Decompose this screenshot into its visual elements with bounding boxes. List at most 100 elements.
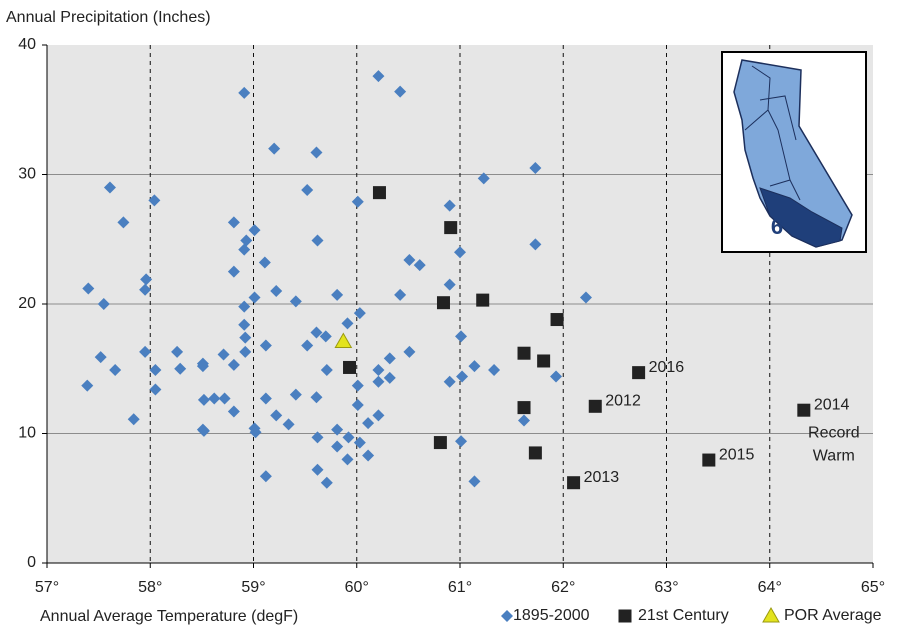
x-tick-label: 64° <box>758 579 782 596</box>
legend-label: 1895-2000 <box>513 607 590 624</box>
diamond-point <box>488 364 501 377</box>
diamond-point <box>238 243 251 256</box>
x-tick-label: 58° <box>138 579 162 596</box>
diamond-point <box>311 463 324 476</box>
diamond-point <box>320 364 333 377</box>
point-label: 2012 <box>605 393 641 410</box>
diamond-point <box>394 288 407 301</box>
point-note: Warm <box>813 447 855 464</box>
diamond-point <box>529 162 542 175</box>
diamond-point <box>362 417 375 430</box>
point-label: 2016 <box>649 359 685 376</box>
square-point <box>444 221 458 235</box>
square-point <box>702 453 716 467</box>
marks: 2013 2012 2016 2015 2014 Record Warm <box>81 70 860 490</box>
diamond-point <box>270 409 283 422</box>
diamond-point <box>331 440 344 453</box>
diamond-point <box>218 392 231 405</box>
diamond-point <box>82 282 95 295</box>
diamond-point <box>127 413 140 426</box>
diamond-point <box>289 388 302 401</box>
diamond-point <box>319 330 332 343</box>
diamond-point <box>311 431 324 444</box>
square-point <box>436 296 450 310</box>
diamond-point <box>501 610 513 622</box>
diamond-point <box>97 298 110 310</box>
y-tick-label: 20 <box>18 295 36 312</box>
square-point <box>517 401 531 415</box>
diamond-point <box>353 307 366 320</box>
inset-map: 6 <box>721 51 867 253</box>
diamond-point <box>320 476 333 489</box>
diamond-point <box>372 375 385 388</box>
point-label: 2014 <box>814 396 850 413</box>
legend-label: 21st Century <box>638 607 729 624</box>
diamond-point <box>149 383 162 396</box>
diamond-point <box>259 339 272 352</box>
legend-label: POR Average <box>784 607 882 624</box>
diamond-point <box>455 435 468 448</box>
y-tick-label: 30 <box>18 166 36 183</box>
square-point <box>588 399 602 413</box>
diamond-point <box>341 317 354 330</box>
diamond-point <box>477 172 490 185</box>
diamond-point <box>372 70 385 83</box>
diamond-point <box>351 379 364 392</box>
diamond-point <box>109 364 122 377</box>
diamond-point <box>117 216 130 229</box>
x-tick-label: 63° <box>654 579 678 596</box>
diamond-point <box>139 345 152 358</box>
diamond-point <box>196 360 209 373</box>
diamond-point <box>259 392 272 405</box>
square-point <box>567 476 581 490</box>
diamond-point <box>240 234 253 247</box>
diamond-point <box>579 291 592 304</box>
diamond-point <box>529 238 542 251</box>
region-6 <box>759 187 843 248</box>
diamond-point <box>403 345 416 358</box>
diamond-point <box>238 86 251 99</box>
x-tick-label: 60° <box>345 579 369 596</box>
point-label: 2015 <box>719 446 755 463</box>
diamond-point <box>301 339 314 352</box>
diamond-point <box>103 181 116 194</box>
diamond-point <box>310 326 323 339</box>
diamond-point <box>149 364 162 377</box>
diamond-point <box>259 470 272 483</box>
diamond-point <box>217 348 230 361</box>
triangle-point <box>762 606 780 623</box>
diamond-point <box>351 399 364 412</box>
y-tick-label: 10 <box>18 425 36 442</box>
diamond-point <box>394 85 407 98</box>
diamond-point <box>342 431 355 444</box>
diamond-point <box>197 393 210 406</box>
diamond-point <box>208 392 221 405</box>
x-tick-label: 62° <box>551 579 575 596</box>
diamond-point <box>331 288 344 301</box>
diamond-point <box>310 391 323 404</box>
region-borders <box>744 65 801 201</box>
diamond-point <box>383 352 396 365</box>
diamond-point <box>94 351 107 364</box>
diamond-point <box>238 318 251 331</box>
diamond-point <box>239 331 252 344</box>
diamond-point <box>550 370 563 383</box>
point-note: Record <box>808 424 860 441</box>
diamond-point <box>174 362 187 375</box>
diamond-point <box>311 234 324 247</box>
diamond-point <box>468 475 481 488</box>
square-point <box>632 366 646 380</box>
y-tick-label: 40 <box>18 36 36 53</box>
diamond-point <box>171 345 184 358</box>
diamond-point <box>289 295 302 308</box>
diamond-point <box>249 426 262 439</box>
diamond-point <box>197 424 210 437</box>
diamond-point <box>310 146 323 159</box>
x-axis-label: Annual Average Temperature (degF) <box>40 608 298 625</box>
diamond-point <box>301 184 314 197</box>
diamond-point <box>372 364 385 377</box>
square-point <box>550 313 564 327</box>
diamond-point <box>248 291 261 304</box>
square-point <box>476 293 490 307</box>
diamond-point <box>353 436 366 449</box>
